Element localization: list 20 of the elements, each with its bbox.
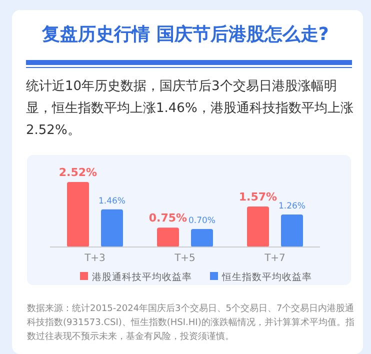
data-label: 1.26% [278, 202, 306, 212]
legend-label: 恒生指数平均收益率 [221, 271, 312, 283]
x-tick-label: T+3 [84, 253, 106, 264]
chart-title: 复盘历史行情 国庆节后港股怎么走? [40, 23, 330, 46]
bar [101, 209, 123, 247]
bar [281, 214, 303, 247]
bar [67, 182, 89, 247]
data-label: 1.57% [238, 190, 278, 204]
bar [191, 228, 213, 247]
data-label: 0.75% [148, 212, 188, 225]
chart-subtitle: 统计近10年历史数据，国庆节后3个交易日港股涨幅明显，恒生指数平均上涨1.46%，港股通科技指数平均上涨2.52%。 [26, 78, 354, 140]
bar [157, 228, 179, 247]
x-tick-label: T+7 [264, 253, 286, 264]
legend-label: 港股通科技平均收益率 [92, 271, 192, 283]
source-note: 数据来源：统计2015-2024年国庆后3个交易日、5个交易日、7个交易日内港股通科技指数(931573.CSI)、恒生指数(HSI.HI)的涨跌幅情况，并计算算术平均值。指数过往表现不预示未来，基金有风险，投资须谨慎。 [27, 302, 356, 344]
bar [247, 206, 269, 247]
data-label: 2.52% [58, 166, 98, 179]
data-label: 1.46% [98, 196, 126, 206]
x-tick-label: T+5 [174, 253, 196, 264]
data-label: 0.70% [188, 216, 216, 226]
